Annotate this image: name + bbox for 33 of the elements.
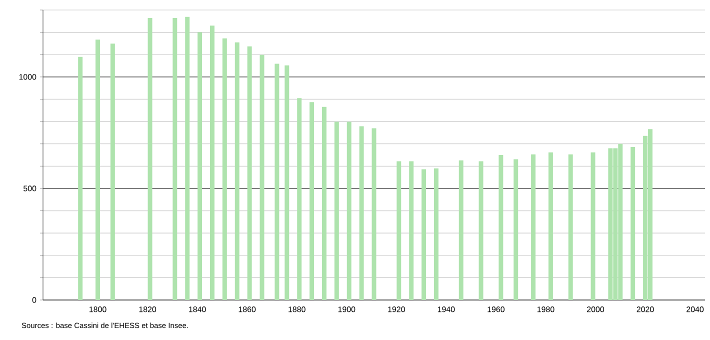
bar — [568, 154, 573, 300]
bar — [458, 160, 464, 300]
bar — [172, 18, 178, 300]
bar — [478, 161, 484, 300]
bar — [185, 16, 190, 300]
bar — [548, 152, 553, 300]
bar — [297, 98, 302, 300]
bar — [210, 26, 214, 300]
bar — [531, 154, 536, 300]
bar — [234, 42, 240, 300]
bar — [334, 122, 339, 300]
bar — [222, 38, 227, 300]
bar — [514, 159, 518, 300]
bar — [198, 32, 202, 300]
bar — [148, 18, 152, 300]
bar — [110, 44, 115, 300]
bar — [422, 169, 426, 300]
bar — [310, 102, 314, 300]
bar — [78, 56, 83, 300]
bar — [346, 122, 352, 300]
bar — [260, 54, 264, 300]
bar — [396, 161, 402, 300]
bar — [590, 152, 596, 300]
bar — [322, 106, 326, 300]
bar — [284, 65, 290, 300]
bar — [96, 40, 100, 300]
bar — [434, 168, 438, 300]
bar — [630, 146, 636, 300]
bar — [274, 64, 280, 300]
bar — [409, 161, 414, 300]
bar — [247, 46, 252, 300]
bar — [359, 126, 364, 300]
bar — [498, 155, 504, 300]
